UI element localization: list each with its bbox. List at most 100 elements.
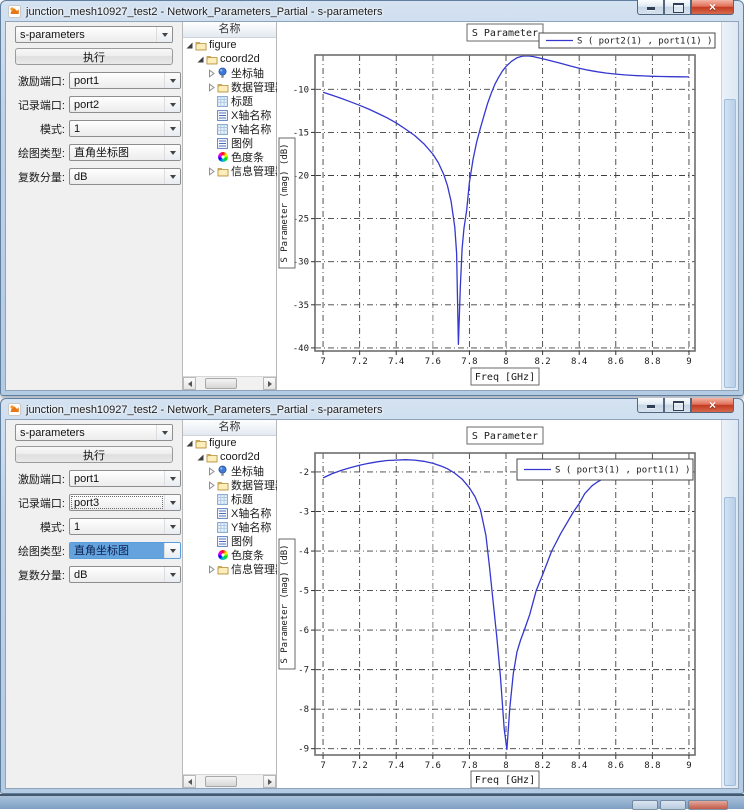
svg-text:8: 8 bbox=[503, 761, 508, 771]
svg-text:7.4: 7.4 bbox=[388, 761, 404, 771]
tree-item[interactable]: 色度条 bbox=[183, 548, 276, 562]
tree-item[interactable]: figure bbox=[183, 38, 276, 52]
tree-item[interactable]: 标题 bbox=[183, 492, 276, 506]
scroll-right-button[interactable] bbox=[263, 775, 276, 788]
vertical-scrollbar[interactable] bbox=[721, 22, 738, 390]
svg-text:7.2: 7.2 bbox=[352, 357, 368, 367]
combo-value: 直角坐标图 bbox=[70, 543, 164, 558]
record-port-select[interactable]: port3 bbox=[69, 494, 181, 511]
tree-item[interactable]: figure bbox=[183, 436, 276, 450]
run-button[interactable]: 执行 bbox=[15, 446, 173, 463]
excitation-port-select[interactable]: port1 bbox=[69, 470, 181, 487]
expander-icon[interactable] bbox=[207, 82, 216, 92]
tree-item[interactable]: 标题 bbox=[183, 94, 276, 108]
svg-text:7.4: 7.4 bbox=[388, 357, 404, 367]
excitation-port-select[interactable]: port1 bbox=[69, 72, 181, 89]
scrollbar-thumb[interactable] bbox=[205, 776, 237, 787]
svg-text:7.2: 7.2 bbox=[352, 761, 368, 771]
folder-icon bbox=[216, 81, 229, 93]
tree-item[interactable]: 图例 bbox=[183, 136, 276, 150]
expander-icon[interactable] bbox=[185, 41, 194, 50]
expander-icon[interactable] bbox=[207, 564, 216, 574]
tree-item[interactable]: 数据管理器 bbox=[183, 80, 286, 94]
mode-select[interactable]: 1 bbox=[69, 120, 181, 137]
close-button[interactable]: × bbox=[691, 0, 734, 15]
control-panel: s-parameters 执行 激励端口: port1 记录端口: port2 模式: 1… bbox=[6, 22, 182, 390]
tree-item[interactable]: 坐标轴 bbox=[183, 464, 276, 478]
chevron-down-icon bbox=[164, 495, 180, 510]
complex-component-select[interactable]: dB bbox=[69, 168, 181, 185]
expander-icon[interactable] bbox=[207, 480, 216, 490]
tree-item[interactable]: 图例 bbox=[183, 534, 276, 548]
minimize-button[interactable] bbox=[637, 0, 664, 15]
scrollbar-thumb[interactable] bbox=[724, 497, 736, 786]
svg-text:-40: -40 bbox=[293, 344, 309, 354]
axes-icon bbox=[216, 465, 229, 477]
app-window-bottom: junction_mesh10927_test2 - Network_Param… bbox=[0, 398, 744, 794]
scrollbar-thumb[interactable] bbox=[724, 99, 736, 388]
tree-item[interactable]: 信息管理器 bbox=[183, 562, 286, 576]
expander-icon[interactable] bbox=[185, 439, 194, 448]
maximize-button[interactable] bbox=[664, 0, 691, 15]
expander-icon[interactable] bbox=[207, 166, 216, 176]
titlebar[interactable]: junction_mesh10927_test2 - Network_Param… bbox=[1, 0, 743, 21]
tree-item[interactable]: 信息管理器 bbox=[183, 164, 286, 178]
plot-area: 7 7.2 7.4 7.6 7.8 8 8.2 8.4 8.6 8.8 9 -10 -15 -20 -25 -… bbox=[277, 22, 738, 390]
table-icon bbox=[216, 493, 229, 505]
svg-text:-25: -25 bbox=[293, 215, 309, 225]
chevron-down-icon bbox=[164, 567, 180, 582]
tree-item[interactable]: Y轴名称 bbox=[183, 520, 276, 534]
expander-icon[interactable] bbox=[207, 466, 216, 476]
tree-header: 名称 bbox=[183, 420, 276, 436]
tree-item[interactable]: coord2d bbox=[183, 450, 276, 464]
minimize-button[interactable] bbox=[637, 398, 664, 413]
expander-icon[interactable] bbox=[196, 55, 205, 64]
scroll-left-button[interactable] bbox=[183, 775, 196, 788]
tree-item[interactable]: X轴名称 bbox=[183, 108, 276, 122]
expander-icon[interactable] bbox=[207, 68, 216, 78]
tree-item[interactable]: coord2d bbox=[183, 52, 276, 66]
analysis-type-select[interactable]: s-parameters bbox=[15, 26, 173, 43]
tree-item[interactable]: 坐标轴 bbox=[183, 66, 276, 80]
scroll-right-button[interactable] bbox=[263, 377, 276, 390]
run-button[interactable]: 执行 bbox=[15, 48, 173, 65]
tree-item[interactable]: Y轴名称 bbox=[183, 122, 276, 136]
folder-icon bbox=[216, 563, 229, 575]
maximize-button[interactable] bbox=[664, 398, 691, 413]
close-button[interactable]: × bbox=[691, 398, 734, 413]
scroll-left-button[interactable] bbox=[183, 377, 196, 390]
tree-item-label: X轴名称 bbox=[231, 110, 272, 122]
folder-icon bbox=[216, 479, 229, 491]
tree-item-label: coord2d bbox=[220, 451, 260, 463]
folder-icon bbox=[205, 53, 218, 65]
vertical-scrollbar[interactable] bbox=[721, 420, 738, 788]
analysis-type-select[interactable]: s-parameters bbox=[15, 424, 173, 441]
svg-text:8.2: 8.2 bbox=[534, 761, 550, 771]
expander-icon[interactable] bbox=[196, 453, 205, 462]
tree-item[interactable]: 数据管理器 bbox=[183, 478, 286, 492]
plot-type-select[interactable]: 直角坐标图 bbox=[69, 144, 181, 161]
field-row: 激励端口: port1 bbox=[15, 470, 182, 487]
s-parameter-chart: 7 7.2 7.4 7.6 7.8 8 8.2 8.4 8.6 8.8 9 -10 -15 -20 -25 -… bbox=[278, 23, 716, 386]
tree-item[interactable]: 色度条 bbox=[183, 150, 276, 164]
mode-select[interactable]: 1 bbox=[69, 518, 181, 535]
scrollbar-track[interactable] bbox=[196, 377, 263, 390]
record-port-select[interactable]: port2 bbox=[69, 96, 181, 113]
tree-item-label: 图例 bbox=[231, 536, 253, 548]
scrollbar-thumb[interactable] bbox=[205, 378, 237, 389]
tree-item[interactable]: X轴名称 bbox=[183, 506, 276, 520]
complex-component-select[interactable]: dB bbox=[69, 566, 181, 583]
svg-text:-3: -3 bbox=[298, 508, 309, 518]
svg-text:-35: -35 bbox=[293, 301, 309, 311]
field-row: 复数分量: dB bbox=[15, 168, 182, 185]
horizontal-scrollbar[interactable] bbox=[183, 774, 276, 788]
titlebar[interactable]: junction_mesh10927_test2 - Network_Param… bbox=[1, 398, 743, 419]
tree-item-label: coord2d bbox=[220, 53, 260, 65]
field-label: 绘图类型: bbox=[17, 147, 65, 160]
horizontal-scrollbar[interactable] bbox=[183, 376, 276, 390]
scrollbar-track[interactable] bbox=[196, 775, 263, 788]
window-content: s-parameters 执行 激励端口: port1 记录端口: port2 模式: 1… bbox=[5, 21, 739, 391]
plot-type-select[interactable]: 直角坐标图 bbox=[69, 542, 181, 559]
svg-text:8.6: 8.6 bbox=[608, 761, 624, 771]
folder-icon bbox=[194, 437, 207, 449]
